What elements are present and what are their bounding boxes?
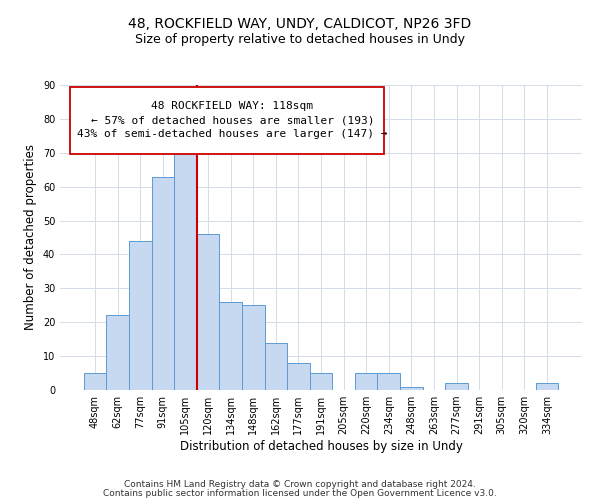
Bar [400,386,422,390]
Text: 48 ROCKFIELD WAY: 118sqm
← 57% of detached houses are smaller (193)
43% of semi-: 48 ROCKFIELD WAY: 118sqm ← 57% of detach… [77,101,388,139]
Bar [174,142,197,390]
FancyBboxPatch shape [70,86,383,154]
Bar [377,373,400,390]
Text: Contains HM Land Registry data © Crown copyright and database right 2024.: Contains HM Land Registry data © Crown c… [124,480,476,489]
Bar [536,383,558,390]
Text: Contains public sector information licensed under the Open Government Licence v3: Contains public sector information licen… [103,488,497,498]
Y-axis label: Number of detached properties: Number of detached properties [24,144,37,330]
Bar [197,234,220,390]
Bar [355,373,377,390]
Bar [220,302,242,390]
Bar [310,373,332,390]
Bar [445,383,468,390]
Text: Size of property relative to detached houses in Undy: Size of property relative to detached ho… [135,32,465,46]
Bar [287,363,310,390]
Bar [84,373,106,390]
Bar [152,176,174,390]
Bar [106,316,129,390]
Text: 48, ROCKFIELD WAY, UNDY, CALDICOT, NP26 3FD: 48, ROCKFIELD WAY, UNDY, CALDICOT, NP26 … [128,18,472,32]
X-axis label: Distribution of detached houses by size in Undy: Distribution of detached houses by size … [179,440,463,453]
Bar [129,241,152,390]
Bar [265,342,287,390]
Bar [242,306,265,390]
